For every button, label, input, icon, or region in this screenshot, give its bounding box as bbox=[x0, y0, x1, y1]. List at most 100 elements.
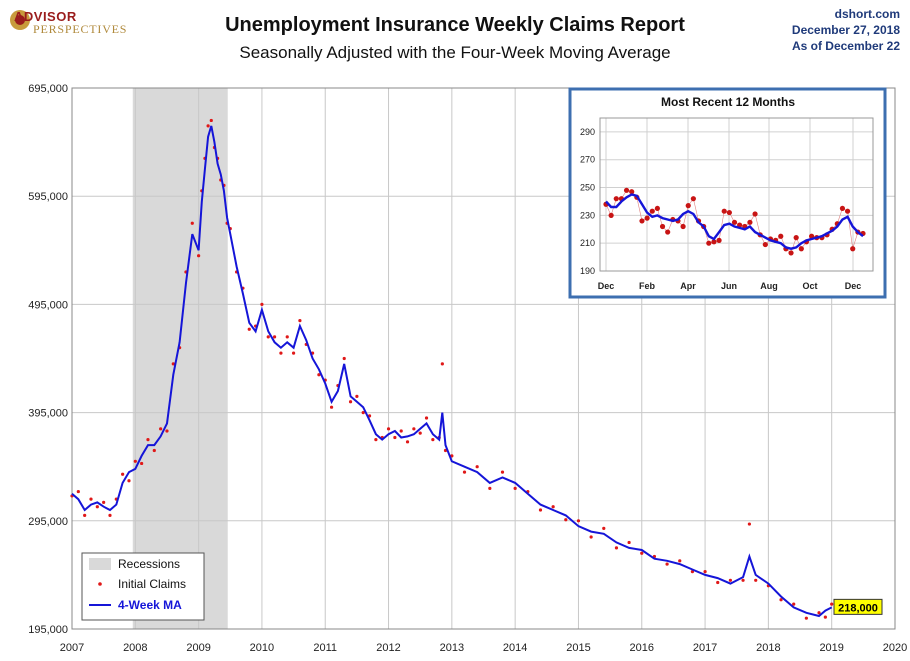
x-tick-label: 2007 bbox=[60, 642, 84, 654]
inset-claims-point bbox=[711, 239, 717, 245]
claims-point bbox=[76, 489, 80, 494]
claims-point bbox=[747, 522, 751, 526]
claims-point bbox=[152, 448, 156, 453]
x-tick-label: 2009 bbox=[186, 642, 210, 654]
inset-y-tick-label: 250 bbox=[580, 183, 595, 193]
inset-title: Most Recent 12 Months bbox=[661, 95, 795, 109]
y-tick-label: 295,000 bbox=[28, 516, 68, 528]
claims-point bbox=[83, 513, 87, 517]
claims-point bbox=[197, 254, 201, 258]
inset-frame bbox=[568, 87, 887, 299]
inset-claims-point bbox=[762, 241, 768, 248]
inset-claims-point bbox=[644, 215, 650, 221]
inset-y-tick-label: 290 bbox=[580, 127, 595, 137]
claims-point bbox=[576, 519, 581, 523]
inset-claims-point bbox=[659, 223, 666, 230]
claims-point bbox=[475, 465, 479, 469]
inset-ma-line bbox=[605, 193, 864, 250]
inset-claims-point bbox=[680, 223, 686, 230]
claims-point bbox=[171, 362, 175, 366]
claims-point bbox=[133, 459, 137, 463]
claims-point bbox=[329, 405, 334, 409]
y-tick-label: 495,000 bbox=[28, 299, 68, 311]
claims-point bbox=[823, 615, 827, 619]
y-tick-label: 195,000 bbox=[28, 624, 68, 636]
inset-y-tick-label: 190 bbox=[580, 266, 595, 276]
ma-line bbox=[71, 125, 833, 618]
claims-point bbox=[342, 356, 346, 361]
x-tick-label: 2010 bbox=[250, 642, 274, 654]
claims-point bbox=[361, 411, 365, 415]
inset-claims-point bbox=[690, 196, 696, 202]
claims-point bbox=[272, 335, 277, 339]
inset-x-tick-label: Oct bbox=[802, 281, 817, 291]
claims-point bbox=[348, 400, 353, 404]
inset-claims-point bbox=[788, 250, 794, 256]
x-tick-label: 2017 bbox=[693, 642, 717, 654]
claims-point bbox=[440, 362, 444, 366]
claims-point bbox=[291, 351, 296, 355]
claims-point bbox=[298, 319, 302, 323]
inset-claims-point bbox=[629, 189, 635, 195]
legend-recessions-label: Recessions bbox=[118, 557, 180, 571]
last-value-label: 218,000 bbox=[838, 602, 878, 614]
source-block: dshort.com December 27, 2018 As of Decem… bbox=[792, 6, 900, 54]
claims-point bbox=[121, 472, 125, 476]
inset-x-tick-label: Feb bbox=[639, 281, 656, 291]
claims-point bbox=[779, 598, 783, 602]
inset-claims-point bbox=[649, 208, 655, 214]
x-tick-label: 2015 bbox=[566, 642, 590, 654]
inset-plot-frame bbox=[599, 117, 874, 272]
chart-subtitle: Seasonally Adjusted with the Four-Week M… bbox=[239, 43, 671, 62]
claims-point bbox=[513, 486, 517, 490]
inset-y-tick-label: 270 bbox=[580, 155, 595, 165]
inset-claims-point bbox=[747, 219, 753, 225]
claims-point bbox=[754, 578, 758, 582]
inset-claims-point bbox=[721, 208, 727, 214]
claims-point bbox=[386, 427, 391, 431]
claims-point bbox=[703, 570, 707, 574]
logo-wordmark-top: ADVISOR bbox=[14, 9, 77, 24]
claims-point bbox=[804, 616, 808, 620]
claims-point bbox=[665, 562, 669, 566]
claims-point bbox=[640, 551, 644, 555]
claims-point bbox=[146, 438, 150, 442]
claims-point bbox=[266, 335, 270, 339]
inset-claims-point bbox=[850, 246, 856, 252]
inset-claims-point bbox=[706, 240, 712, 246]
y-tick-label: 595,000 bbox=[28, 191, 68, 203]
y-tick-label: 395,000 bbox=[28, 408, 68, 420]
claims-point bbox=[317, 373, 321, 377]
legend-recession-swatch bbox=[89, 558, 111, 570]
inset-x-tick-label: Apr bbox=[680, 281, 696, 291]
inset-x-tick-label: Jun bbox=[721, 281, 737, 291]
x-tick-label: 2008 bbox=[123, 642, 147, 654]
inset-x-tick-label: Dec bbox=[845, 281, 862, 291]
legend-claims-swatch bbox=[98, 582, 102, 586]
inset-claims-point bbox=[752, 211, 758, 217]
logo-wordmark-bottom: PERSPECTIVES bbox=[33, 22, 128, 36]
claims-point bbox=[159, 427, 163, 431]
x-tick-label: 2012 bbox=[376, 642, 400, 654]
claims-point bbox=[488, 486, 492, 490]
claims-point bbox=[247, 327, 251, 331]
inset-x-tick-label: Dec bbox=[598, 281, 615, 291]
claims-point bbox=[564, 518, 568, 522]
advisor-perspectives-logo-icon bbox=[10, 10, 30, 30]
inset-y-tick-label: 230 bbox=[580, 210, 595, 220]
claims-point bbox=[418, 431, 422, 435]
legend-ma-label: 4-Week MA bbox=[118, 598, 182, 612]
plot-frame bbox=[71, 87, 896, 630]
recession-band bbox=[132, 88, 228, 629]
x-tick-label: 2013 bbox=[440, 642, 464, 654]
source-asof: As of December 22 bbox=[791, 39, 900, 53]
inset-claims-point bbox=[839, 205, 846, 212]
source-date: December 27, 2018 bbox=[791, 23, 900, 37]
inset-claims-point bbox=[613, 196, 619, 202]
claims-point bbox=[190, 221, 194, 225]
inset-claims-point bbox=[665, 229, 671, 235]
inset-claims-point bbox=[685, 203, 691, 209]
claims-point bbox=[279, 351, 283, 355]
claims-point bbox=[728, 578, 733, 582]
inset-y-tick-label: 210 bbox=[580, 238, 595, 248]
